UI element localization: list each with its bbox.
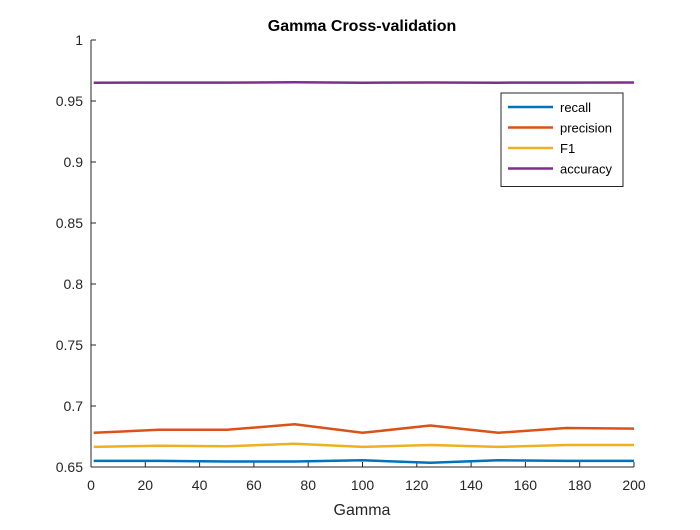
x-tick-label: 0 (87, 477, 95, 493)
x-tick-label: 160 (514, 477, 538, 493)
legend-label: precision (560, 121, 612, 136)
series-line-recall (94, 460, 634, 462)
legend: recall precision F1 accuracy (501, 93, 623, 187)
y-tick-label: 0.9 (64, 154, 84, 170)
y-tick-label: 0.85 (56, 215, 83, 231)
x-tick-label: 100 (351, 477, 375, 493)
series-line-precision (94, 424, 634, 433)
x-tick-label: 60 (246, 477, 262, 493)
x-axis-label: Gamma (334, 502, 391, 519)
y-tick-label: 1 (75, 32, 83, 48)
legend-label: accuracy (560, 162, 613, 177)
x-tick-label: 20 (138, 477, 154, 493)
x-tick-label: 80 (300, 477, 316, 493)
y-tick-label: 0.95 (56, 93, 83, 109)
x-tick-label: 120 (405, 477, 429, 493)
x-tick-label: 140 (459, 477, 483, 493)
x-tick-label: 40 (192, 477, 208, 493)
y-tick-label: 0.75 (56, 337, 83, 353)
y-tick-label: 0.65 (56, 459, 83, 475)
x-tick-label: 200 (622, 477, 646, 493)
series-line-f1 (94, 444, 634, 447)
chart-title: Gamma Cross-validation (268, 18, 457, 35)
legend-label: recall (560, 100, 591, 115)
y-tick-label: 0.7 (64, 398, 84, 414)
legend-label: F1 (560, 141, 575, 156)
y-tick-label: 0.8 (64, 276, 84, 292)
x-tick-label: 180 (568, 477, 592, 493)
